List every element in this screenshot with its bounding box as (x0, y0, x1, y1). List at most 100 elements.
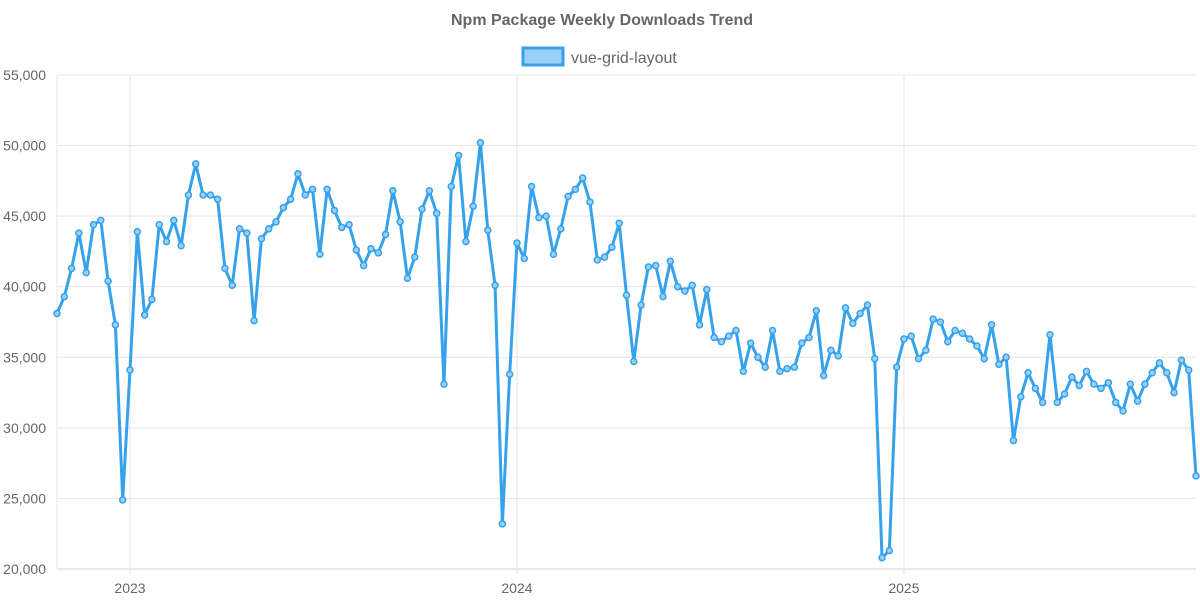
data-point[interactable] (958, 329, 967, 338)
data-point[interactable] (184, 191, 193, 199)
data-point[interactable] (235, 225, 244, 233)
data-point[interactable] (1031, 384, 1040, 393)
data-point[interactable] (805, 333, 813, 342)
data-point[interactable] (892, 363, 901, 371)
data-point[interactable] (1119, 407, 1127, 415)
data-point[interactable] (104, 277, 112, 285)
data-point[interactable] (1024, 369, 1032, 377)
data-point[interactable] (834, 352, 842, 360)
data-point[interactable] (432, 209, 441, 218)
data-point[interactable] (666, 257, 675, 266)
data-point[interactable] (1111, 398, 1120, 407)
data-point[interactable] (155, 220, 163, 229)
data-point[interactable] (1053, 398, 1062, 407)
data-point[interactable] (637, 301, 645, 309)
data-point[interactable] (162, 237, 171, 246)
data-point[interactable] (272, 218, 280, 226)
data-point[interactable] (1068, 373, 1076, 381)
data-point[interactable] (542, 212, 550, 220)
data-point[interactable] (462, 237, 470, 246)
data-point[interactable] (381, 230, 390, 239)
data-point[interactable] (535, 213, 543, 222)
data-point[interactable] (1002, 353, 1010, 362)
data-point[interactable] (732, 326, 740, 335)
data-point[interactable] (60, 292, 69, 301)
data-point[interactable] (1075, 381, 1083, 390)
data-point[interactable] (944, 338, 952, 346)
data-point[interactable] (973, 342, 981, 350)
data-point[interactable] (1184, 366, 1193, 374)
data-point[interactable] (53, 309, 61, 318)
data-point[interactable] (980, 354, 989, 363)
data-point[interactable] (133, 227, 142, 236)
data-point[interactable] (111, 321, 120, 329)
data-point[interactable] (557, 225, 565, 233)
data-point[interactable] (622, 291, 631, 299)
data-point[interactable] (929, 315, 937, 323)
data-point[interactable] (578, 174, 587, 182)
data-point[interactable] (571, 185, 580, 194)
data-point[interactable] (513, 239, 521, 247)
data-point[interactable] (316, 250, 324, 258)
data-point[interactable] (768, 326, 777, 335)
data-point[interactable] (177, 242, 185, 250)
data-point[interactable] (1141, 380, 1149, 388)
data-point[interactable] (425, 186, 434, 195)
data-point[interactable] (885, 546, 894, 555)
data-point[interactable] (418, 205, 426, 213)
data-point[interactable] (870, 354, 879, 363)
data-point[interactable] (761, 363, 769, 371)
data-point[interactable] (301, 191, 309, 199)
data-point[interactable] (191, 160, 200, 168)
data-point[interactable] (615, 219, 623, 227)
data-point[interactable] (454, 151, 463, 160)
data-point[interactable] (338, 223, 346, 232)
data-point[interactable] (754, 353, 762, 362)
data-point[interactable] (279, 203, 288, 212)
data-point[interactable] (1148, 369, 1156, 377)
data-point[interactable] (243, 229, 251, 237)
data-point[interactable] (67, 264, 76, 273)
data-point[interactable] (403, 274, 412, 282)
data-point[interactable] (1192, 472, 1200, 480)
data-point[interactable] (484, 226, 492, 235)
data-point[interactable] (469, 202, 477, 211)
data-point[interactable] (841, 304, 850, 312)
data-point[interactable] (695, 321, 704, 329)
data-point[interactable] (1097, 384, 1105, 393)
data-point[interactable] (97, 216, 105, 225)
data-point[interactable] (1126, 380, 1135, 388)
data-point[interactable] (440, 380, 448, 388)
data-point[interactable] (206, 191, 215, 199)
data-point[interactable] (221, 264, 229, 273)
data-point[interactable] (783, 364, 791, 373)
data-point[interactable] (849, 319, 857, 328)
data-point[interactable] (1009, 436, 1018, 445)
data-point[interactable] (659, 292, 667, 301)
data-point[interactable] (411, 253, 419, 261)
data-point[interactable] (608, 243, 616, 251)
data-point[interactable] (936, 318, 945, 326)
data-point[interactable] (505, 370, 514, 378)
data-point[interactable] (987, 321, 996, 329)
data-point[interactable] (126, 366, 134, 374)
data-point[interactable] (644, 263, 653, 271)
data-point[interactable] (827, 346, 835, 354)
data-point[interactable] (1177, 356, 1186, 364)
data-point[interactable] (140, 311, 149, 319)
data-point[interactable] (673, 282, 682, 291)
data-point[interactable] (900, 335, 908, 343)
data-point[interactable] (549, 250, 558, 258)
data-point[interactable] (1133, 397, 1142, 405)
data-point[interactable] (374, 249, 383, 257)
data-point[interactable] (951, 326, 959, 335)
data-point[interactable] (352, 246, 361, 254)
data-point[interactable] (1046, 330, 1054, 339)
data-point[interactable] (323, 185, 331, 194)
data-point[interactable] (389, 186, 397, 195)
data-point[interactable] (82, 268, 90, 277)
data-point[interactable] (118, 496, 127, 504)
data-point[interactable] (199, 191, 207, 199)
data-point[interactable] (257, 234, 266, 243)
data-point[interactable] (396, 218, 404, 226)
